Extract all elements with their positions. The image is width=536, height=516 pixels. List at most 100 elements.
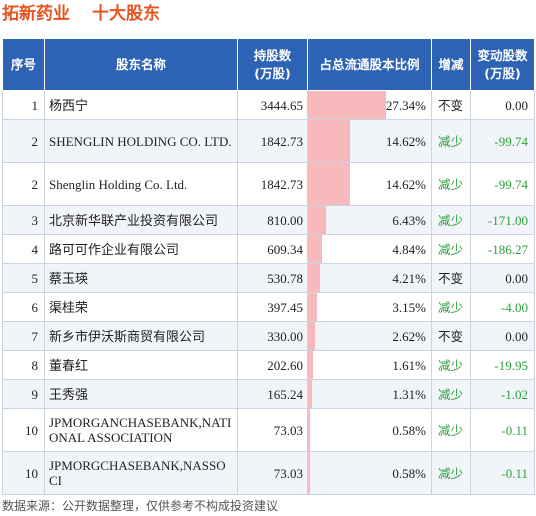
table-row: 4 路可可作企业有限公司 609.34 4.84% 减少 -186.27 xyxy=(2,234,535,264)
change-direction-cell: 减少 xyxy=(431,119,471,163)
table-row: 8 董春红 202.60 1.61% 减少 -19.95 xyxy=(2,350,535,380)
table-row: 1 杨西宁 3444.65 27.34% 不变 0.00 xyxy=(2,90,535,120)
ratio-bar xyxy=(308,264,320,292)
change-direction-cell: 减少 xyxy=(431,379,471,409)
change-direction-cell: 减少 xyxy=(431,162,471,206)
rank-cell: 6 xyxy=(2,292,45,322)
shares-cell: 1842.73 xyxy=(237,162,308,206)
table-row: 10 JPMORGCHASEBANK,NASSOCI 73.03 0.58% 减少 -0.… xyxy=(2,451,535,495)
change-direction-cell: 减少 xyxy=(431,350,471,380)
change-direction-cell: 不变 xyxy=(431,90,471,120)
shares-cell: 165.24 xyxy=(237,379,308,409)
shares-cell: 397.45 xyxy=(237,292,308,322)
change-amount-cell: -1.02 xyxy=(470,379,535,409)
ratio-cell: 4.84% xyxy=(307,234,432,264)
column-header-rank: 序号 xyxy=(2,38,45,91)
rank-cell: 2 xyxy=(2,119,45,163)
table-row: 5 蔡玉瑛 530.78 4.21% 不变 0.00 xyxy=(2,263,535,293)
ratio-bar xyxy=(308,322,316,350)
table-row: 3 北京新华联产业投资有限公司 810.00 6.43% 减少 -171.00 xyxy=(2,205,535,235)
rank-cell: 5 xyxy=(2,263,45,293)
column-header-label: (万股) xyxy=(484,65,521,81)
table-row: 7 新乡市伊沃斯商贸有限公司 330.00 2.62% 不变 0.00 xyxy=(2,321,535,351)
change-amount-cell: -4.00 xyxy=(470,292,535,322)
column-header-label: 变动股数 xyxy=(477,47,528,63)
column-header-label: 股东名称 xyxy=(115,56,166,72)
shareholder-name-cell: 路可可作企业有限公司 xyxy=(44,234,238,264)
rank-cell: 4 xyxy=(2,234,45,264)
data-source-note: 数据来源：公开数据整理，仅供参考不构成投资建议 xyxy=(2,499,279,513)
shareholder-name-cell: 王秀强 xyxy=(44,379,238,409)
ratio-cell: 0.58% xyxy=(307,451,432,495)
ratio-value: 14.62% xyxy=(385,176,426,192)
change-amount-cell: -99.74 xyxy=(470,119,535,163)
change-direction-cell: 减少 xyxy=(431,408,471,452)
change-amount-cell: -171.00 xyxy=(470,205,535,235)
ratio-value: 1.31% xyxy=(392,386,426,402)
shares-cell: 3444.65 xyxy=(237,90,308,120)
change-amount-cell: -0.11 xyxy=(470,451,535,495)
change-direction-cell: 减少 xyxy=(431,292,471,322)
table-header-row: 序号 股东名称 持股数 (万股) 占总流通股本比例 增减 变动股数 (万股) xyxy=(2,38,535,91)
ratio-bar xyxy=(308,91,386,119)
shares-cell: 530.78 xyxy=(237,263,308,293)
ratio-cell: 2.62% xyxy=(307,321,432,351)
rank-cell: 7 xyxy=(2,321,45,351)
shareholder-table: 序号 股东名称 持股数 (万股) 占总流通股本比例 增减 变动股数 (万股) 1 杨西… xyxy=(2,38,535,495)
ratio-value: 27.34% xyxy=(385,97,426,113)
column-header-delta: 变动股数 (万股) xyxy=(470,38,535,91)
rank-cell: 9 xyxy=(2,379,45,409)
change-direction-cell: 减少 xyxy=(431,451,471,495)
change-direction-cell: 减少 xyxy=(431,234,471,264)
change-amount-cell: 0.00 xyxy=(470,263,535,293)
ratio-value: 3.15% xyxy=(392,299,426,315)
ratio-bar xyxy=(308,351,313,379)
ratio-cell: 1.61% xyxy=(307,350,432,380)
ratio-cell: 27.34% xyxy=(307,90,432,120)
column-header-label: 序号 xyxy=(10,56,36,72)
ratio-value: 4.84% xyxy=(392,241,426,257)
ratio-cell: 1.31% xyxy=(307,379,432,409)
ratio-bar xyxy=(308,452,310,494)
ratio-value: 0.58% xyxy=(392,465,426,481)
table-body: 1 杨西宁 3444.65 27.34% 不变 0.00 2 SHENGLIN HOLDING… xyxy=(2,90,535,495)
change-direction-cell: 不变 xyxy=(431,321,471,351)
column-header-label: 增减 xyxy=(438,56,464,72)
shares-cell: 330.00 xyxy=(237,321,308,351)
ratio-value: 1.61% xyxy=(392,357,426,373)
ratio-bar xyxy=(308,409,310,451)
change-amount-cell: -19.95 xyxy=(470,350,535,380)
shareholder-name-cell: JPMORGCHASEBANK,NASSOCI xyxy=(44,451,238,495)
ratio-value: 4.21% xyxy=(392,270,426,286)
ratio-value: 6.43% xyxy=(392,212,426,228)
title-bar: 拓新药业 十大股东 xyxy=(0,0,536,34)
change-amount-cell: -99.74 xyxy=(470,162,535,206)
ratio-cell: 0.58% xyxy=(307,408,432,452)
shares-cell: 810.00 xyxy=(237,205,308,235)
ratio-cell: 3.15% xyxy=(307,292,432,322)
rank-cell: 3 xyxy=(2,205,45,235)
shareholder-name-cell: 渠桂荣 xyxy=(44,292,238,322)
column-header-name: 股东名称 xyxy=(44,38,238,91)
rank-cell: 10 xyxy=(2,408,45,452)
change-amount-cell: 0.00 xyxy=(470,321,535,351)
ratio-bar xyxy=(308,293,317,321)
change-direction-cell: 不变 xyxy=(431,263,471,293)
change-direction-cell: 减少 xyxy=(431,205,471,235)
ratio-cell: 4.21% xyxy=(307,263,432,293)
shareholder-name-cell: SHENGLIN HOLDING CO. LTD. xyxy=(44,119,238,163)
column-header-label: (万股) xyxy=(254,65,291,81)
change-amount-cell: -0.11 xyxy=(470,408,535,452)
shares-cell: 1842.73 xyxy=(237,119,308,163)
column-header-label: 占总流通股本比例 xyxy=(319,56,420,72)
ratio-cell: 14.62% xyxy=(307,162,432,206)
ratio-bar xyxy=(308,235,322,263)
column-header-label: 持股数 xyxy=(253,47,292,63)
column-header-ratio: 占总流通股本比例 xyxy=(307,38,432,91)
shares-cell: 202.60 xyxy=(237,350,308,380)
shareholder-name-cell: JPMORGANCHASEBANK,NATIONAL ASSOCIATION xyxy=(44,408,238,452)
company-name: 拓新药业 xyxy=(2,4,70,24)
change-amount-cell: -186.27 xyxy=(470,234,535,264)
shareholder-name-cell: 北京新华联产业投资有限公司 xyxy=(44,205,238,235)
ratio-cell: 6.43% xyxy=(307,205,432,235)
